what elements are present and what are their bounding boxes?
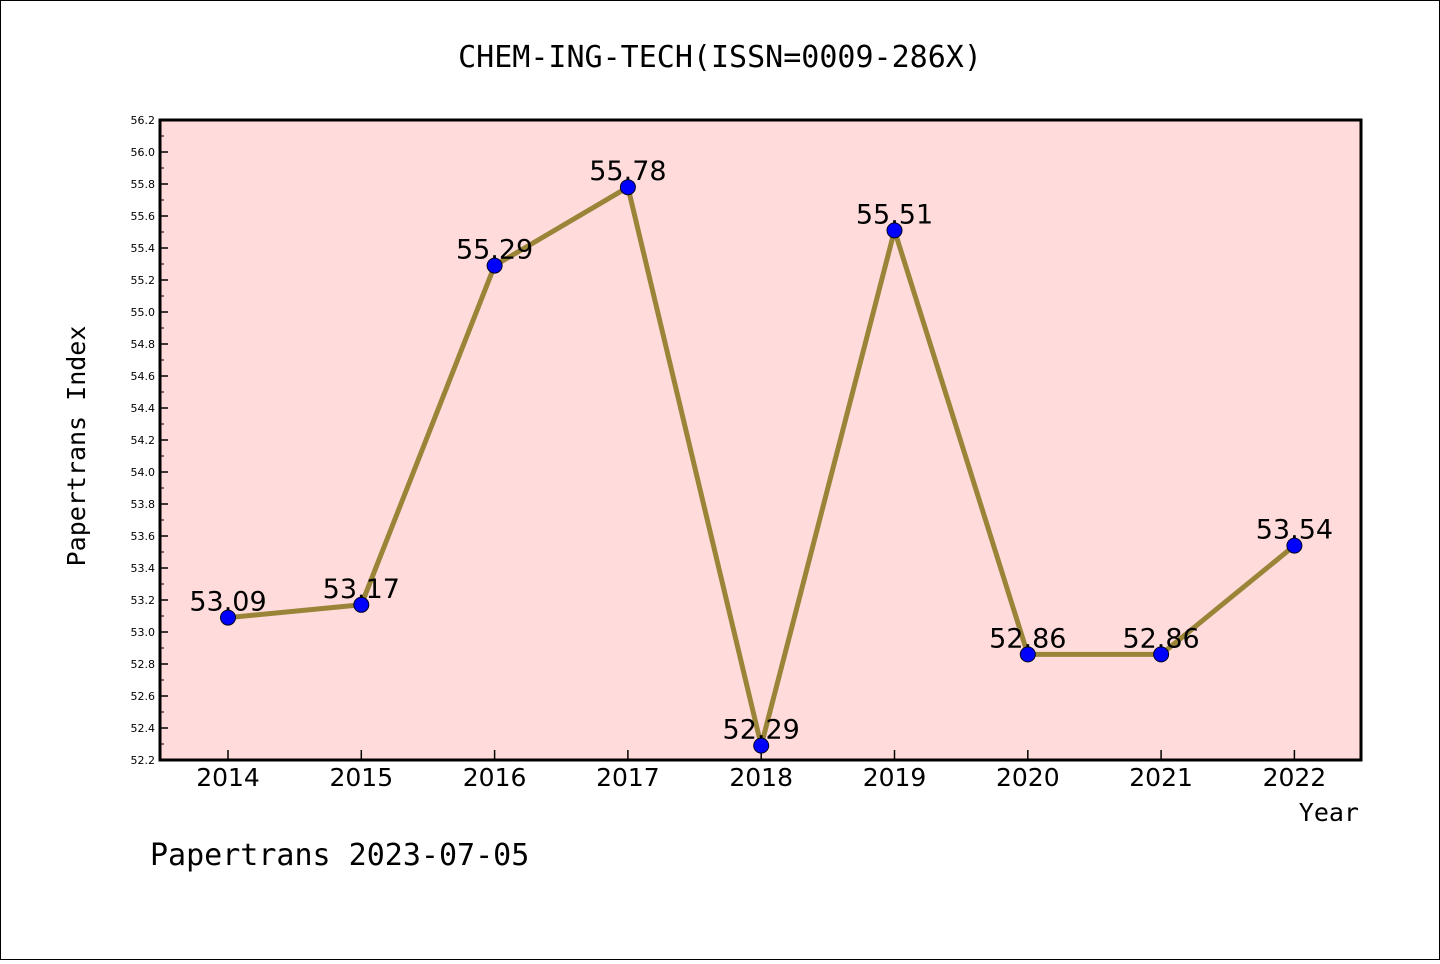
y-tick-label: 54.6 (131, 370, 156, 383)
y-tick-label: 56.2 (131, 114, 156, 127)
y-tick-label: 54.8 (131, 338, 156, 351)
y-tick-label: 52.4 (131, 722, 156, 735)
y-tick-label: 55.2 (131, 274, 156, 287)
data-point-2020 (1019, 646, 1036, 663)
x-tick-label: 2014 (196, 763, 260, 792)
y-tick-label: 52.8 (131, 658, 156, 671)
x-tick-label: 2022 (1263, 763, 1327, 792)
x-tick-label: 2019 (863, 763, 927, 792)
data-point-2015 (353, 596, 370, 613)
x-tick-label: 2015 (329, 763, 393, 792)
y-tick-label: 53.4 (131, 562, 156, 575)
data-label-2014: 53.09 (189, 587, 266, 618)
y-tick-label: 56.0 (131, 146, 156, 159)
data-point-2018 (753, 737, 770, 754)
plot-area (158, 118, 1363, 762)
y-tick-label: 52.6 (131, 690, 156, 703)
y-tick-label: 54.0 (131, 466, 156, 479)
data-label-2015: 53.17 (323, 574, 400, 605)
x-tick-label: 2017 (596, 763, 660, 792)
data-labels: 53.09 53.17 55.29 55.78 52.29 55.51 52.86 52.86… (189, 156, 1333, 745)
data-point-2014 (220, 609, 236, 626)
y-axis-title: Papertrans Index (62, 326, 91, 567)
data-label-2022: 53.54 (1256, 515, 1333, 546)
data-label-2016: 55.29 (456, 235, 533, 266)
data-label-2021: 52.86 (1122, 623, 1199, 654)
y-tick-label: 54.4 (131, 402, 156, 415)
data-point-2016 (486, 257, 503, 274)
data-point-2022 (1286, 537, 1303, 554)
x-tick-label: 2016 (463, 763, 527, 792)
data-label-2018: 52.29 (723, 715, 800, 746)
y-tick-label: 54.2 (131, 434, 156, 447)
data-label-2017: 55.78 (589, 156, 666, 187)
y-tick-label: 55.6 (131, 210, 156, 223)
footer-text: Papertrans 2023-07-05 (150, 838, 529, 873)
y-axis: 52.2 52.4 52.6 52.8 53.0 53.2 53.4 53.6 53.8 54.0… (131, 114, 168, 767)
y-tick-label: 53.0 (131, 626, 156, 639)
series-line-group (220, 179, 1303, 754)
data-label-2019: 55.51 (856, 199, 933, 230)
x-axis: 2014 2015 2016 2017 2018 2019 2020 2021 2022 (196, 750, 1326, 792)
y-tick-label: 55.0 (131, 306, 156, 319)
chart-title: CHEM-ING-TECH(ISSN=0009-286X) (458, 40, 982, 75)
y-tick-label: 55.8 (131, 178, 156, 191)
x-tick-label: 2020 (996, 763, 1060, 792)
y-tick-label: 53.6 (131, 530, 156, 543)
x-tick-label: 2021 (1129, 763, 1193, 792)
x-axis-title: Year (1299, 798, 1359, 827)
x-tick-label: 2018 (729, 763, 793, 792)
y-tick-label: 53.8 (131, 498, 156, 511)
data-point-2019 (886, 222, 903, 239)
y-tick-label: 52.2 (131, 754, 156, 767)
data-label-2020: 52.86 (989, 623, 1066, 654)
y-tick-label: 53.2 (131, 594, 156, 607)
data-point-2017 (619, 179, 636, 196)
data-point-2021 (1153, 646, 1170, 663)
y-tick-label: 55.4 (131, 242, 156, 255)
